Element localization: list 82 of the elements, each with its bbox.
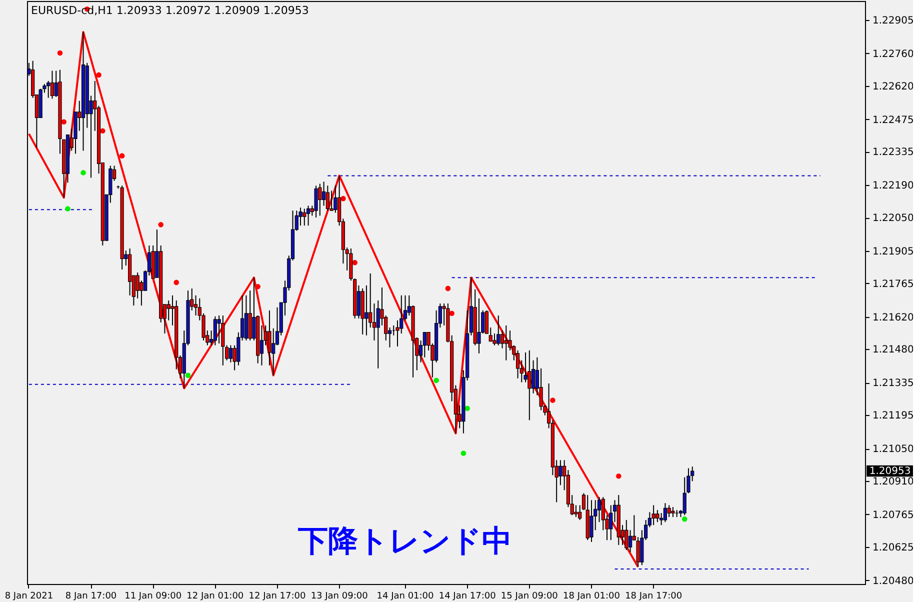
x-tick-label: 12 Jan 01:00: [186, 592, 244, 602]
candlestick: [558, 460, 562, 486]
y-tick-label: 1.22905: [872, 15, 914, 26]
candlestick: [228, 344, 232, 363]
point: [445, 286, 451, 292]
candlestick: [326, 185, 330, 212]
point: [185, 372, 191, 378]
point: [682, 516, 688, 522]
point: [460, 450, 466, 456]
y-tick-label: 1.20765: [872, 510, 914, 521]
y-tick-label: 1.20910: [872, 476, 914, 488]
x-tick-label: 18 Jan 17:00: [625, 592, 682, 602]
candlestick: [624, 519, 628, 551]
point: [80, 170, 86, 176]
y-tick-label: 1.21480: [872, 344, 914, 356]
x-tick-label: 15 Jan 09:00: [500, 592, 558, 602]
candlestick: [496, 314, 500, 346]
point: [57, 50, 63, 56]
point: [616, 473, 622, 479]
candlestick: [516, 350, 520, 379]
y-tick-label: 1.22190: [872, 180, 914, 192]
point: [174, 280, 180, 286]
point: [434, 378, 439, 384]
line-series: [28, 30, 640, 568]
x-tick-label: 12 Jan 17:00: [248, 592, 306, 602]
candlestick: [306, 205, 310, 226]
y-tick-label: 1.21195: [872, 410, 914, 422]
y-tick-label: 1.22475: [872, 114, 914, 126]
y-tick-label: 1.21335: [872, 378, 914, 390]
point: [550, 398, 556, 403]
x-tick-label: 18 Jan 01:00: [562, 592, 620, 602]
candlestick: [492, 333, 496, 346]
x-tick-label: 13 Jan 09:00: [310, 592, 368, 602]
candlestick: [652, 504, 656, 526]
y-tick-label: 1.20625: [872, 542, 914, 554]
annotation: 下降トレンド中: [297, 524, 512, 559]
point: [119, 153, 125, 158]
candlestick: [528, 350, 532, 421]
candlestick: [656, 510, 660, 523]
point: [100, 128, 106, 134]
candlestick: [318, 183, 322, 216]
candlestick: [46, 80, 50, 98]
candlestick: [213, 316, 217, 346]
text: 1.20953: [869, 466, 911, 478]
candlestick: [322, 181, 326, 206]
y-tick-label: 1.21050: [872, 444, 914, 456]
point: [96, 72, 102, 78]
candlestick: [628, 530, 632, 553]
point: [158, 222, 164, 228]
candlestick: [663, 502, 667, 523]
candlestick: [302, 208, 306, 226]
y-tick-label: 1.22620: [872, 81, 914, 92]
candlestick: [574, 504, 578, 518]
point: [65, 206, 70, 212]
y-tick-label: 1.22050: [872, 213, 914, 224]
candlestick: [636, 536, 640, 568]
x-tick-label: 11 Jan 09:00: [124, 592, 182, 602]
y-tick-label: 1.21765: [872, 278, 914, 290]
candlestick: [609, 504, 613, 541]
x-tick-label: 14 Jan 01:00: [376, 592, 434, 602]
candlestick: [667, 504, 671, 518]
candlestick: [50, 70, 54, 100]
x-tick-label: 8 Jan 17:00: [65, 592, 117, 602]
y-tick-label: 1.20480: [872, 576, 914, 587]
candlestick: [682, 476, 686, 516]
candlestick: [484, 310, 489, 334]
point: [340, 196, 346, 202]
y-tick-label: 1.21620: [872, 312, 914, 324]
x-tick-label: 8 Jan 2021: [4, 592, 54, 602]
candlestick: [590, 500, 594, 542]
candlestick: [504, 324, 508, 361]
candlestick: [298, 207, 302, 226]
candlestick: [314, 185, 318, 218]
candlestick: [364, 284, 368, 336]
y-tick-label: 1.21905: [872, 246, 914, 258]
candlestick: [477, 298, 481, 354]
y-tick-label: 1.22760: [872, 48, 914, 60]
y-tick-label: 1.22335: [872, 147, 914, 158]
chart-title: EURUSD-cd,H1 1.20933 1.20972 1.20909 1.20953: [31, 4, 309, 17]
candlestick: [671, 506, 675, 518]
candlestick: [221, 314, 225, 366]
x-tick-label: 14 Jan 17:00: [438, 592, 496, 602]
